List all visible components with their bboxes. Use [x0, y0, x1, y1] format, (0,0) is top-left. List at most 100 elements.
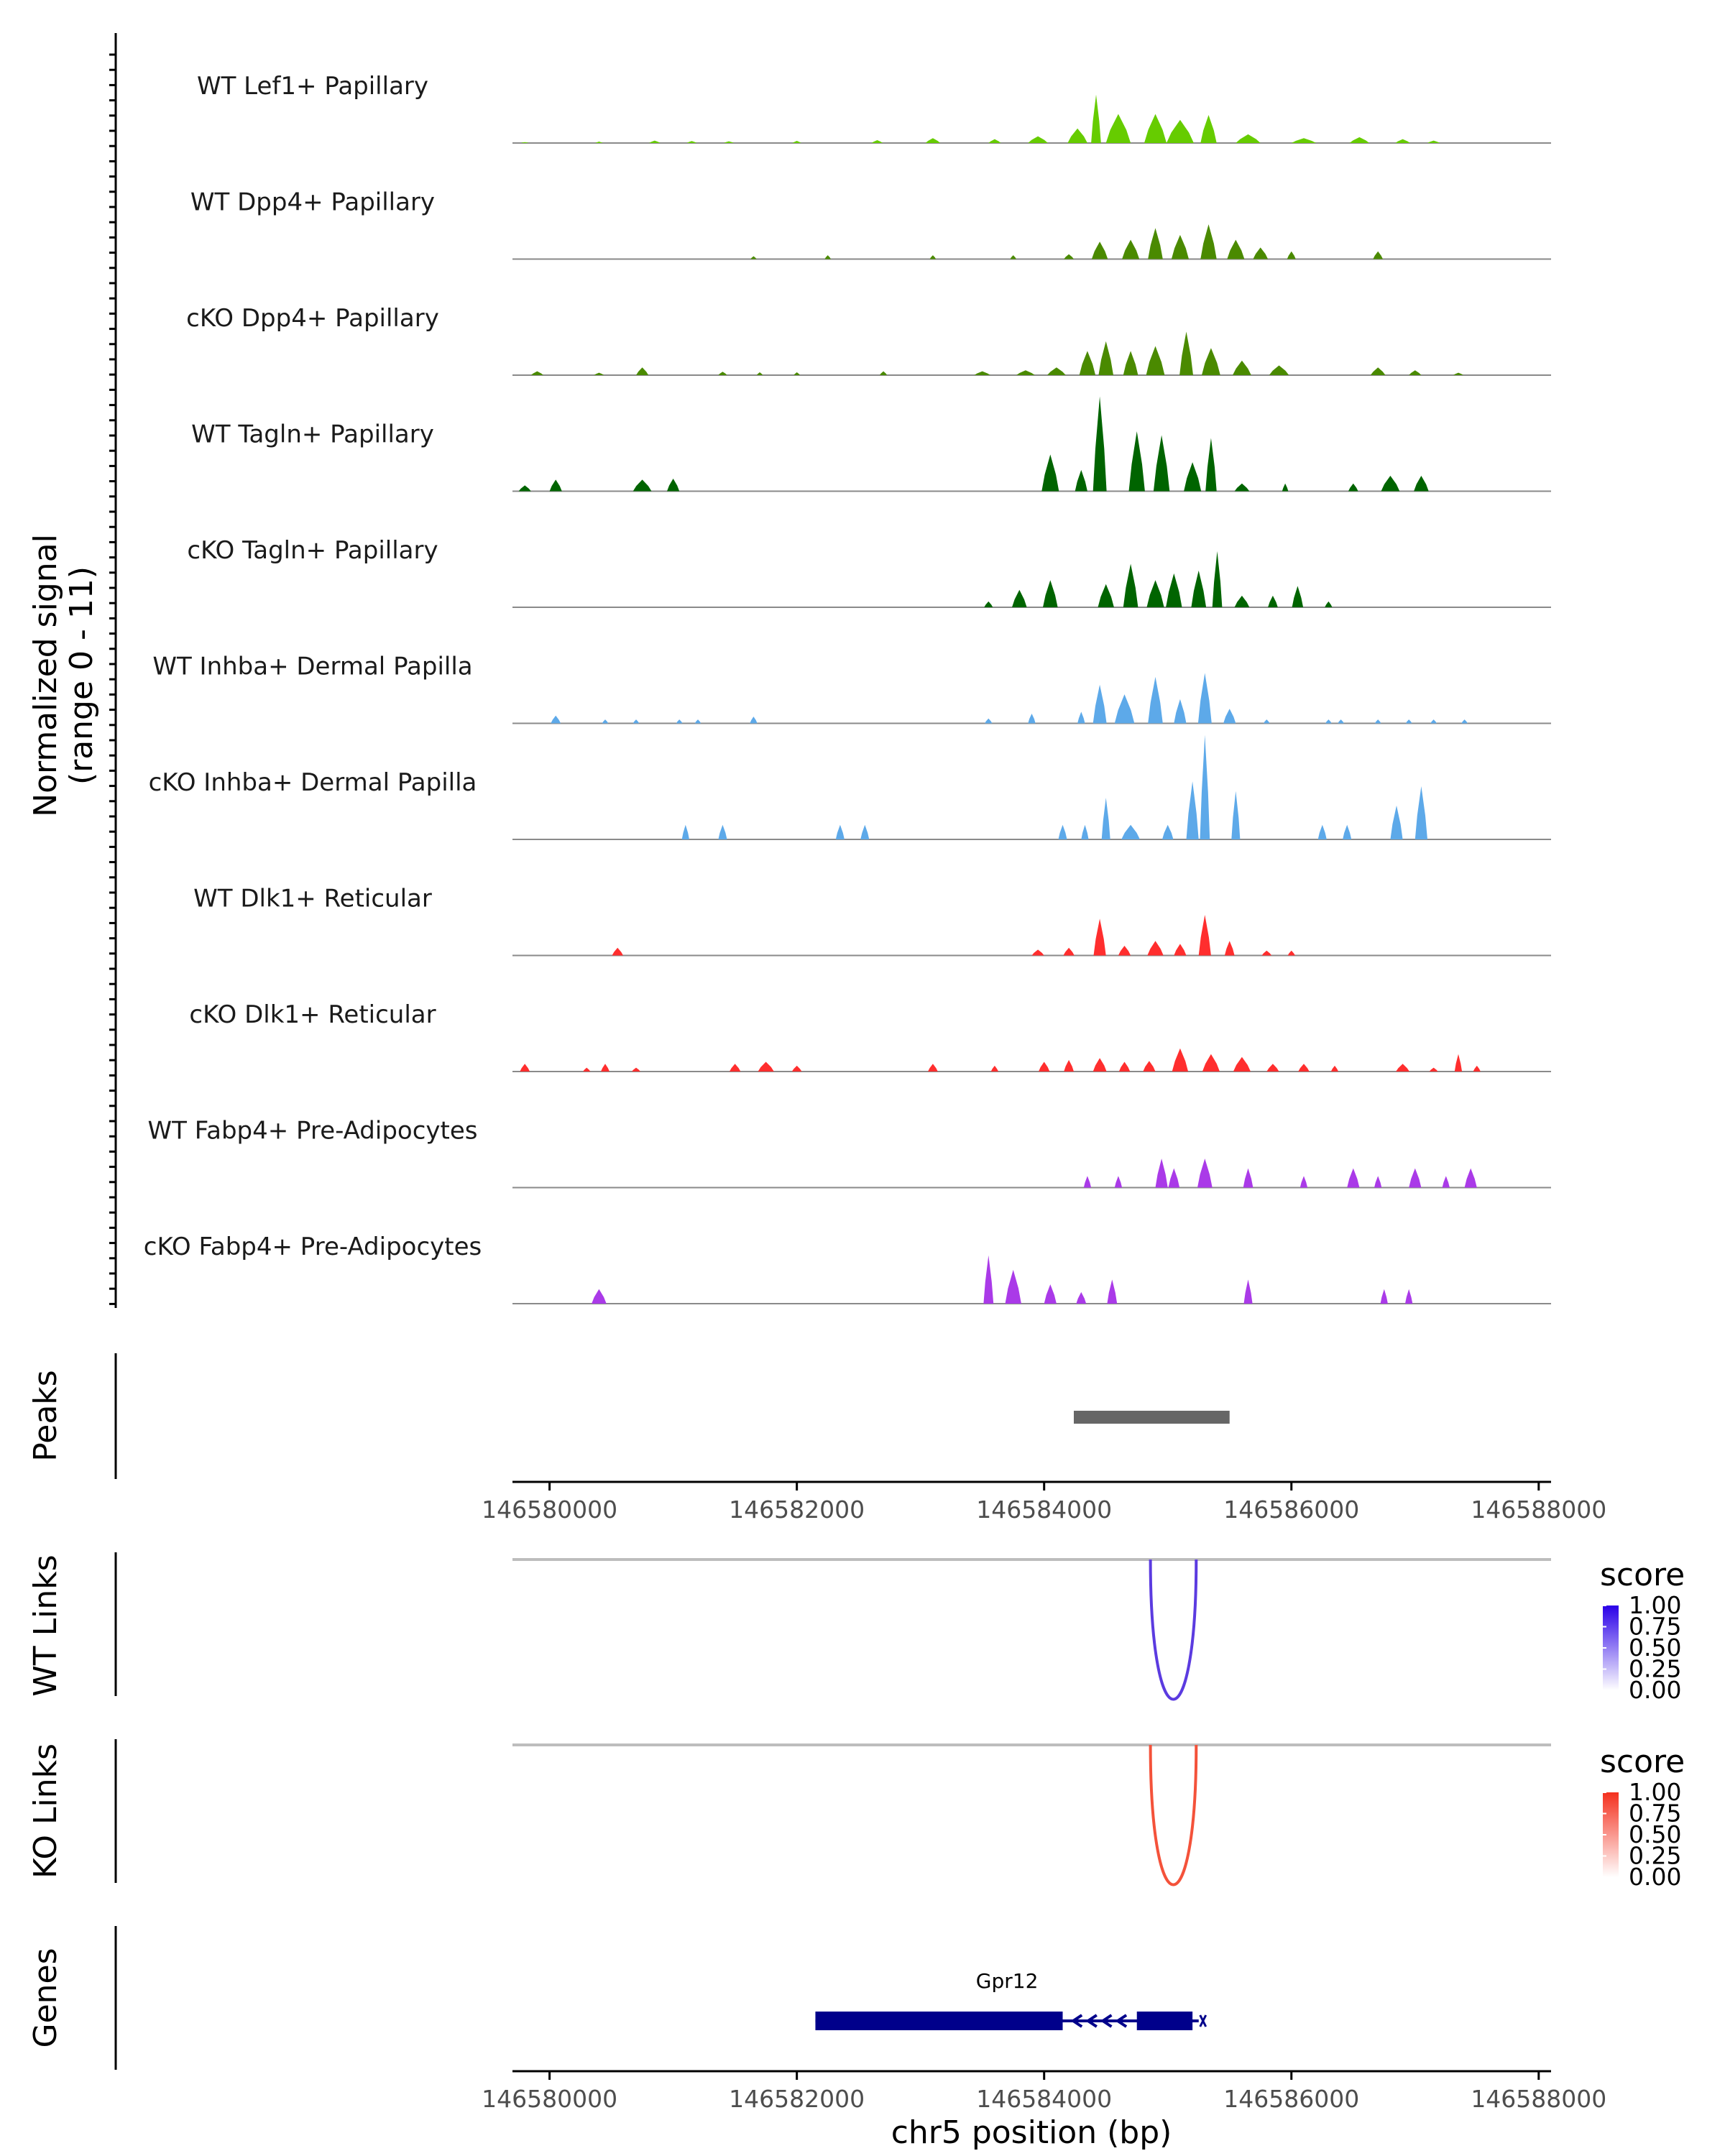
- coverage-peak: [1179, 331, 1193, 375]
- coverage-peak: [1429, 1067, 1438, 1072]
- track-7: cKO Inhba+ Dermal Papilla: [149, 734, 1551, 840]
- coverage-peak: [1146, 346, 1165, 375]
- coverage-peak: [1105, 114, 1131, 143]
- x-axis-tick-label: 146580000: [482, 1496, 617, 1524]
- coverage-peak: [1092, 1058, 1107, 1072]
- coverage-peak: [724, 141, 734, 143]
- coverage-peak: [1349, 137, 1370, 143]
- coverage-peak: [1155, 1158, 1168, 1188]
- coverage-peak: [636, 367, 649, 375]
- gene-name-label: Gpr12: [976, 1969, 1039, 1993]
- coverage-peak: [1473, 1065, 1481, 1072]
- coverage-peak: [518, 485, 531, 492]
- track-label: WT Inhba+ Dermal Papilla: [152, 653, 472, 681]
- track-4: WT Tagln+ Papillary: [191, 396, 1551, 492]
- coverage-peak: [792, 141, 801, 143]
- coverage-peak: [686, 141, 697, 143]
- track-label: cKO Dlk1+ Reticular: [189, 1000, 436, 1029]
- legend-tick-label: 1.00: [1629, 1591, 1681, 1619]
- gene-model: [815, 2012, 1208, 2030]
- ko-score-legend: score 1.000.750.500.250.00: [1600, 1743, 1685, 1891]
- coverage-peak: [1373, 251, 1383, 259]
- coverage-peak: [1442, 1176, 1450, 1188]
- coverage-ylabel-line1: Normalized signal: [27, 534, 64, 817]
- coverage-peak: [729, 1064, 741, 1072]
- coverage-peak: [1269, 365, 1289, 375]
- coverage-peak: [592, 1289, 607, 1304]
- x-axis-tick-label: 146586000: [1223, 1496, 1359, 1524]
- coverage-peak: [1028, 714, 1036, 724]
- coverage-peak: [1098, 584, 1114, 607]
- coverage-peak: [1162, 824, 1174, 839]
- coverage-peak: [1427, 140, 1440, 143]
- ko-legend-title: score: [1600, 1743, 1685, 1780]
- coverage-peak: [1147, 941, 1164, 956]
- coverage-peak: [1338, 719, 1344, 724]
- coverage-peak: [1148, 228, 1163, 259]
- coverage-peak: [583, 1067, 591, 1072]
- coverage-peak: [1205, 438, 1217, 492]
- coverage-peak: [1123, 351, 1138, 375]
- coverage-peak: [1016, 370, 1035, 375]
- coverage-peak: [1409, 370, 1422, 375]
- coverage-peak: [1374, 1176, 1382, 1188]
- wt-legend-title: score: [1600, 1557, 1685, 1593]
- legend-tick-label: 1.00: [1629, 1778, 1681, 1806]
- track-11: cKO Fabp4+ Pre-Adipocytes: [144, 1233, 1551, 1304]
- coverage-peak: [985, 718, 993, 724]
- coverage-peak: [1092, 684, 1107, 724]
- coverage-peak: [1079, 351, 1096, 375]
- coverage-peak: [1121, 824, 1140, 839]
- legend-tick-label: 0.00: [1629, 1676, 1681, 1704]
- x-axis-tick-label: 146580000: [482, 2085, 617, 2113]
- coverage-peak: [1298, 1064, 1310, 1072]
- wt-links-ylabel: WT Links: [27, 1554, 64, 1696]
- coverage-peak: [1224, 941, 1235, 956]
- coverage-peak: [1234, 595, 1250, 607]
- ko-legend-colorbar: [1603, 1792, 1619, 1877]
- coverage-peak: [1091, 241, 1108, 259]
- coverage-peak: [1390, 805, 1403, 839]
- coverage-peak: [1330, 1065, 1339, 1072]
- coverage-peak: [1287, 251, 1296, 259]
- peak-regions: [1073, 1411, 1230, 1424]
- coverage-peak: [925, 138, 941, 143]
- track-label: cKO Tagln+ Papillary: [187, 536, 438, 565]
- legend-tick-label: 0.75: [1629, 1613, 1681, 1641]
- coverage-peak: [1092, 396, 1107, 492]
- strand-arrow: [1100, 2014, 1113, 2028]
- coverage-panel: Normalized signal (range 0 - 11) WT Lef1…: [27, 33, 1551, 1308]
- coverage-peak: [1081, 824, 1089, 839]
- x-axis-bottom: 146580000 146582000 146584000 146586000 1465…: [482, 2070, 1606, 2113]
- coverage-peak: [1146, 580, 1164, 607]
- coverage-peak: [1268, 595, 1278, 607]
- coverage-peak: [1093, 918, 1106, 956]
- coverage-peak: [1200, 734, 1210, 839]
- ko-legend-ticks: 1.000.750.500.250.00: [1603, 1778, 1681, 1891]
- coverage-peak: [1063, 947, 1075, 956]
- coverage-peak: [750, 717, 758, 724]
- coverage-peak: [1107, 1279, 1118, 1304]
- wt-links-panel: WT Links score 1.000.750.500.250.00: [27, 1552, 1685, 1704]
- coverage-peak: [1405, 719, 1412, 724]
- strand-arrow: [1115, 2014, 1128, 2028]
- coverage-peak: [718, 824, 727, 839]
- coverage-peak: [632, 1067, 640, 1072]
- coverage-ylabel-line2: (range 0 - 11): [63, 566, 100, 785]
- track-label: cKO Inhba+ Dermal Papilla: [149, 768, 477, 797]
- coverage-peak: [612, 947, 623, 956]
- coverage-peak: [1118, 946, 1131, 956]
- coverage-peak: [758, 1061, 774, 1072]
- coverage-peak: [1343, 824, 1352, 839]
- coverage-peak: [1058, 824, 1067, 839]
- wt-legend-colorbar: [1603, 1606, 1619, 1690]
- coverage-peak: [1184, 462, 1202, 492]
- track-label: WT Fabp4+ Pre-Adipocytes: [148, 1117, 478, 1146]
- coverage-peak: [1409, 1168, 1422, 1188]
- coverage-peak: [1123, 563, 1138, 607]
- coverage-peak: [824, 255, 831, 259]
- legend-tick-label: 0.75: [1629, 1800, 1681, 1828]
- coverage-peak: [835, 824, 845, 839]
- x-axis-tick-label: 146586000: [1223, 2085, 1359, 2113]
- coverage-peak: [1243, 1279, 1253, 1304]
